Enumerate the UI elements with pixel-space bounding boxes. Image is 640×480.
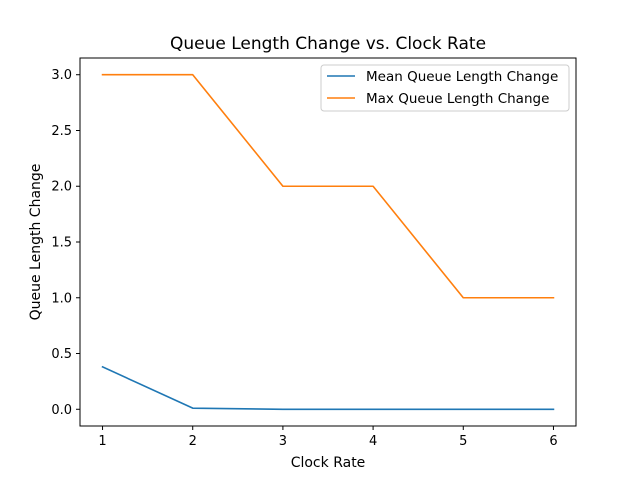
x-axis: 1 2 3 4 5 6	[98, 426, 558, 449]
y-axis: 0.0 0.5 1.0 1.5 2.0 2.5 3.0	[51, 68, 80, 418]
legend-label-2: Max Queue Length Change	[366, 91, 549, 107]
y-tick-label: 1.5	[51, 236, 72, 251]
y-tick-label: 2.0	[51, 180, 72, 195]
series-line-2	[101, 73, 555, 299]
x-tick-label: 2	[189, 434, 197, 449]
x-tick-label: 1	[98, 434, 106, 449]
y-tick-label: 2.5	[51, 124, 72, 139]
legend: Mean Queue Length Change Max Queue Length…	[320, 64, 570, 112]
y-tick-label: 3.0	[51, 68, 72, 83]
series-layer	[101, 73, 555, 411]
y-tick-label: 0.5	[51, 347, 72, 362]
x-tick-label: 4	[369, 434, 377, 449]
y-axis-title: Queue Length Change	[28, 164, 44, 321]
x-tick-label: 5	[459, 434, 467, 449]
legend-frame	[320, 64, 570, 112]
legend-label-1: Mean Queue Length Change	[366, 69, 558, 85]
y-tick-label: 1.0	[51, 291, 72, 306]
series-line-1	[101, 365, 555, 411]
plot-area: 1 2 3 4 5 6 0.0 0.5 1.0 1.5 2.0 2.5 3.0	[51, 57, 577, 449]
chart-title: Queue Length Change vs. Clock Rate	[170, 34, 486, 54]
x-tick-label: 6	[549, 434, 557, 449]
y-tick-label: 0.0	[51, 403, 72, 418]
x-tick-label: 3	[279, 434, 287, 449]
x-axis-title: Clock Rate	[291, 455, 366, 471]
